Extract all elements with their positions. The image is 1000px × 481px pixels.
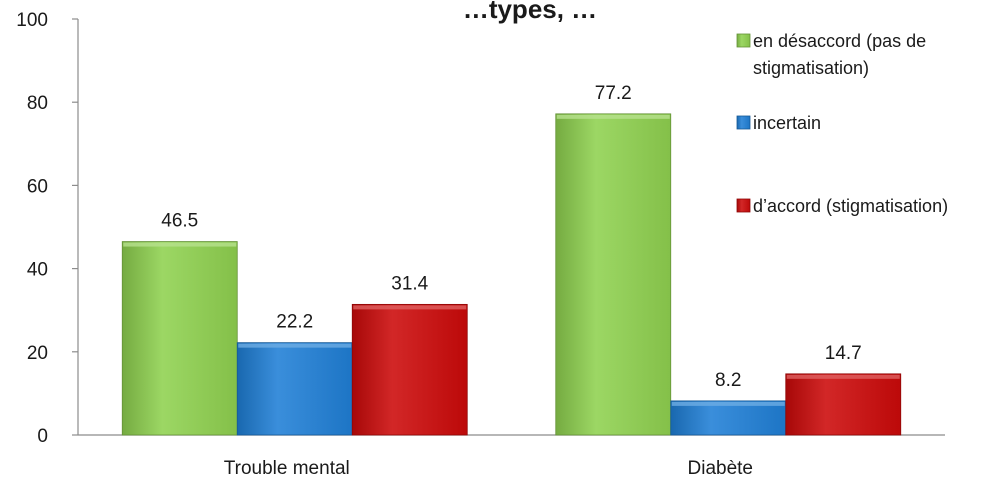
bar-incertain-diabete	[670, 400, 787, 436]
data-label: 8.2	[715, 370, 741, 391]
chart-title: …types, …	[463, 0, 597, 24]
legend-label: stigmatisation)	[753, 58, 869, 78]
bar-top-highlight	[353, 305, 467, 310]
y-tick-label: 40	[27, 260, 48, 281]
x-tick-label: Trouble mental	[224, 458, 350, 479]
bar-top-highlight	[123, 242, 237, 247]
y-tick-label: 0	[37, 426, 48, 447]
data-label: 22.2	[276, 312, 313, 333]
legend-swatch-incertain	[736, 115, 751, 130]
bars: 46.5 22.2 31.4 77.2 8.2 14.7	[121, 83, 902, 436]
bar-incertain-trouble-mental	[236, 342, 353, 436]
bar-top-highlight	[671, 401, 785, 406]
bar-en-desaccord-pas-de-stigmatisation-trouble-mental	[121, 241, 238, 436]
bar-d-accord-stigmatisation-trouble-mental	[351, 303, 468, 436]
bar-top-highlight	[556, 114, 670, 119]
bar-top-highlight	[786, 374, 900, 379]
legend-swatch-en-desaccord-pas-de-stigmatisation	[736, 33, 751, 48]
x-tick-label: Diabète	[688, 458, 754, 479]
data-label: 46.5	[161, 211, 198, 232]
bar-en-desaccord-pas-de-stigmatisation-diabete	[555, 113, 672, 436]
data-label: 77.2	[595, 83, 632, 104]
bar-d-accord-stigmatisation-diabete	[785, 373, 902, 436]
data-label: 31.4	[391, 273, 428, 294]
legend-label: en désaccord (pas de	[753, 31, 926, 51]
y-tick-label: 60	[27, 176, 48, 197]
legend: en désaccord (pas de stigmatisation) incer…	[736, 31, 948, 216]
legend-label: incertain	[753, 113, 821, 133]
y-tick-label: 80	[27, 93, 48, 114]
bar-top-highlight	[238, 343, 352, 348]
legend-label: d’accord (stigmatisation)	[753, 196, 948, 216]
data-label: 14.7	[825, 343, 862, 364]
legend-swatch-d-accord-stigmatisation	[736, 198, 751, 213]
y-tick-label: 20	[27, 343, 48, 364]
y-tick-label: 100	[16, 10, 48, 31]
